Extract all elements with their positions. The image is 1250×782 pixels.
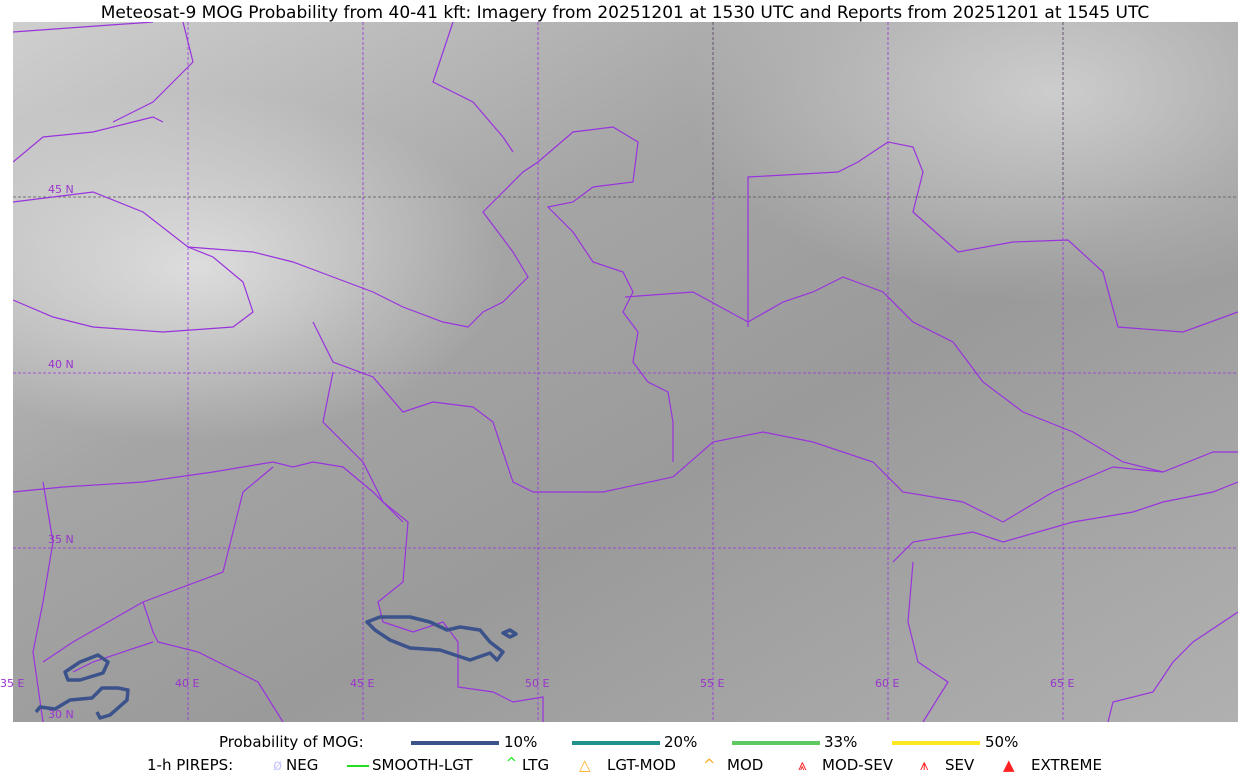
contour-10pct (365, 615, 505, 662)
mod-icon: ^ (703, 756, 716, 774)
legend-label-10: 10% (504, 733, 538, 751)
pirep-label-sev: SEV (945, 756, 975, 774)
pirep-label-extreme: EXTREME (1031, 756, 1102, 774)
legend-line-10 (411, 741, 499, 745)
legend-label-20: 20% (664, 733, 698, 751)
grid-lines (13, 22, 1238, 722)
pirep-label-smooth-lgt: SMOOTH-LGT (372, 756, 473, 774)
smooth-lgt-icon (347, 765, 369, 767)
mog-contours-10pct (34, 615, 518, 720)
lon-label: 50 E (525, 677, 550, 690)
pirep-label-neg: NEG (286, 756, 319, 774)
lat-label: 35 N (48, 533, 74, 546)
satellite-map (13, 22, 1238, 722)
legend-line-50 (892, 741, 980, 745)
lat-label: 40 N (48, 358, 74, 371)
contour-10pct (34, 686, 130, 720)
legend-label-33: 33% (824, 733, 858, 751)
lon-label: 60 E (875, 677, 900, 690)
pirep-legend-title: 1-h PIREPS: (147, 756, 234, 774)
pirep-label-lgt-mod: LGT-MOD (607, 756, 676, 774)
lon-label: 35 E (0, 677, 25, 690)
country-borders (13, 22, 1238, 722)
legend-label-50: 50% (985, 733, 1019, 751)
ltg-icon: ^ (506, 756, 517, 771)
contour-10pct (501, 628, 518, 639)
pirep-label-mod: MOD (727, 756, 764, 774)
contour-10pct (63, 653, 110, 682)
lon-label: 40 E (175, 677, 200, 690)
prob-legend-title: Probability of MOG: (219, 733, 364, 751)
lon-label: 65 E (1050, 677, 1075, 690)
neg-icon: ø (273, 756, 283, 774)
pirep-label-ltg: LTG (522, 756, 550, 774)
lat-label: 30 N (48, 708, 74, 721)
lon-label: 45 E (350, 677, 375, 690)
pirep-label-mod-sev: MOD-SEV (822, 756, 893, 774)
legend-line-20 (572, 741, 660, 745)
mod-sev-icon: ⩓ (798, 756, 807, 774)
lgt-mod-icon: △ (579, 756, 591, 774)
extreme-icon: ▲ (1003, 756, 1015, 774)
legend-line-33 (732, 741, 820, 745)
lat-label: 45 N (48, 183, 74, 196)
sev-icon: ⩚ (920, 756, 929, 774)
lon-label: 55 E (700, 677, 725, 690)
map-title: Meteosat-9 MOG Probability from 40-41 kf… (100, 3, 1150, 23)
